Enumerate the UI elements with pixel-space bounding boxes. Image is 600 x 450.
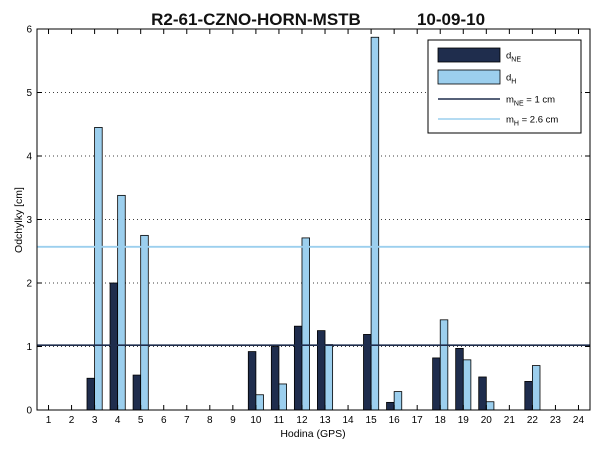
plot-frame: [36, 28, 591, 411]
legend-suffix: = 2.6 cm: [519, 115, 558, 126]
bar-dne: [478, 376, 487, 411]
y-axis-label: Odchylky [cm]: [13, 187, 25, 253]
x-tick-label: 4: [115, 415, 121, 426]
bars: [86, 36, 541, 411]
legend-symbol: d: [506, 73, 511, 84]
bar-dne: [455, 348, 464, 411]
x-tick-label: 2: [69, 415, 75, 426]
x-tick-label: 13: [319, 415, 331, 426]
x-tick-label: 14: [343, 415, 355, 426]
bar-dh: [117, 194, 126, 411]
y-tick-label: 2: [26, 279, 32, 290]
legend-subscript: NE: [511, 57, 521, 64]
bar-dne: [109, 282, 119, 411]
x-tick-label: 18: [435, 415, 447, 426]
chart-title: R2-61-CZNO-HORN-MSTB: [151, 10, 361, 29]
legend-symbol: m: [506, 95, 514, 106]
x-tick-label: 11: [274, 415, 285, 426]
bar-dh: [393, 391, 403, 411]
bar-dne: [293, 325, 303, 411]
x-tick-label: 20: [481, 415, 493, 426]
x-tick-label: 5: [138, 415, 144, 426]
bar-dh: [255, 394, 264, 411]
bar-dne: [317, 330, 326, 411]
legend-symbol: m: [506, 115, 514, 126]
bar-dne: [247, 351, 257, 411]
bar-dh: [278, 383, 287, 411]
y-tick-label: 4: [26, 152, 32, 163]
x-tick-label: 16: [389, 415, 401, 426]
bar-dne: [270, 346, 280, 411]
bar-dh: [531, 365, 541, 411]
y-tick-label: 0: [26, 406, 32, 417]
legend-label-dh: dH: [506, 73, 516, 86]
x-tick-label: 22: [527, 415, 539, 426]
bar-dne: [524, 381, 533, 411]
legend-label-dne: dNE: [506, 51, 521, 64]
x-tick-label: 15: [366, 415, 378, 426]
legend-swatch-dh: [437, 69, 501, 85]
x-tick-label: 10: [250, 415, 262, 426]
legend-subscript: H: [511, 79, 516, 86]
legend-swatch-dne: [437, 47, 501, 63]
legend-label-mh: mH = 2.6 cm: [506, 115, 558, 128]
y-tick-label: 5: [26, 88, 32, 99]
bar-dne: [86, 377, 96, 411]
bar-dh: [140, 234, 149, 411]
bar-dne: [432, 357, 441, 411]
reference-lines: [37, 245, 590, 347]
bar-dh: [485, 401, 495, 411]
x-tick-label: 1: [46, 415, 52, 426]
bar-dh: [439, 319, 449, 411]
x-axis-label: Hodina (GPS): [280, 428, 345, 440]
x-tick-label: 6: [161, 415, 167, 426]
x-tick-label: 23: [550, 415, 562, 426]
bar-dh: [462, 359, 472, 411]
x-tick-label: 17: [412, 415, 424, 426]
x-tick-label: 21: [504, 415, 516, 426]
y-tick-label: 6: [26, 25, 32, 36]
x-tick-label: 3: [92, 415, 98, 426]
x-tick-label: 24: [573, 415, 585, 426]
gridlines: [37, 92, 590, 347]
x-tick-label: 7: [184, 415, 190, 426]
bar-dh: [94, 127, 103, 411]
x-tick-label: 9: [230, 415, 236, 426]
legend-label-mne: mNE = 1 cm: [506, 95, 555, 108]
y-tick-label: 1: [26, 342, 32, 353]
x-tick-label: 19: [458, 415, 470, 426]
bar-dne: [132, 374, 142, 411]
legend-subscript: H: [514, 121, 519, 128]
x-tick-label: 8: [207, 415, 213, 426]
bar-dne: [386, 401, 395, 411]
bar-dh: [324, 344, 334, 411]
bar-dh: [301, 237, 310, 411]
legend-symbol: d: [506, 51, 511, 62]
legend-suffix: = 1 cm: [524, 95, 555, 106]
bar-dh: [370, 36, 380, 411]
y-tick-label: 3: [26, 215, 32, 226]
chart-date: 10-09-10: [417, 10, 485, 29]
legend-subscript: NE: [514, 101, 524, 108]
x-tick-label: 12: [296, 415, 308, 426]
